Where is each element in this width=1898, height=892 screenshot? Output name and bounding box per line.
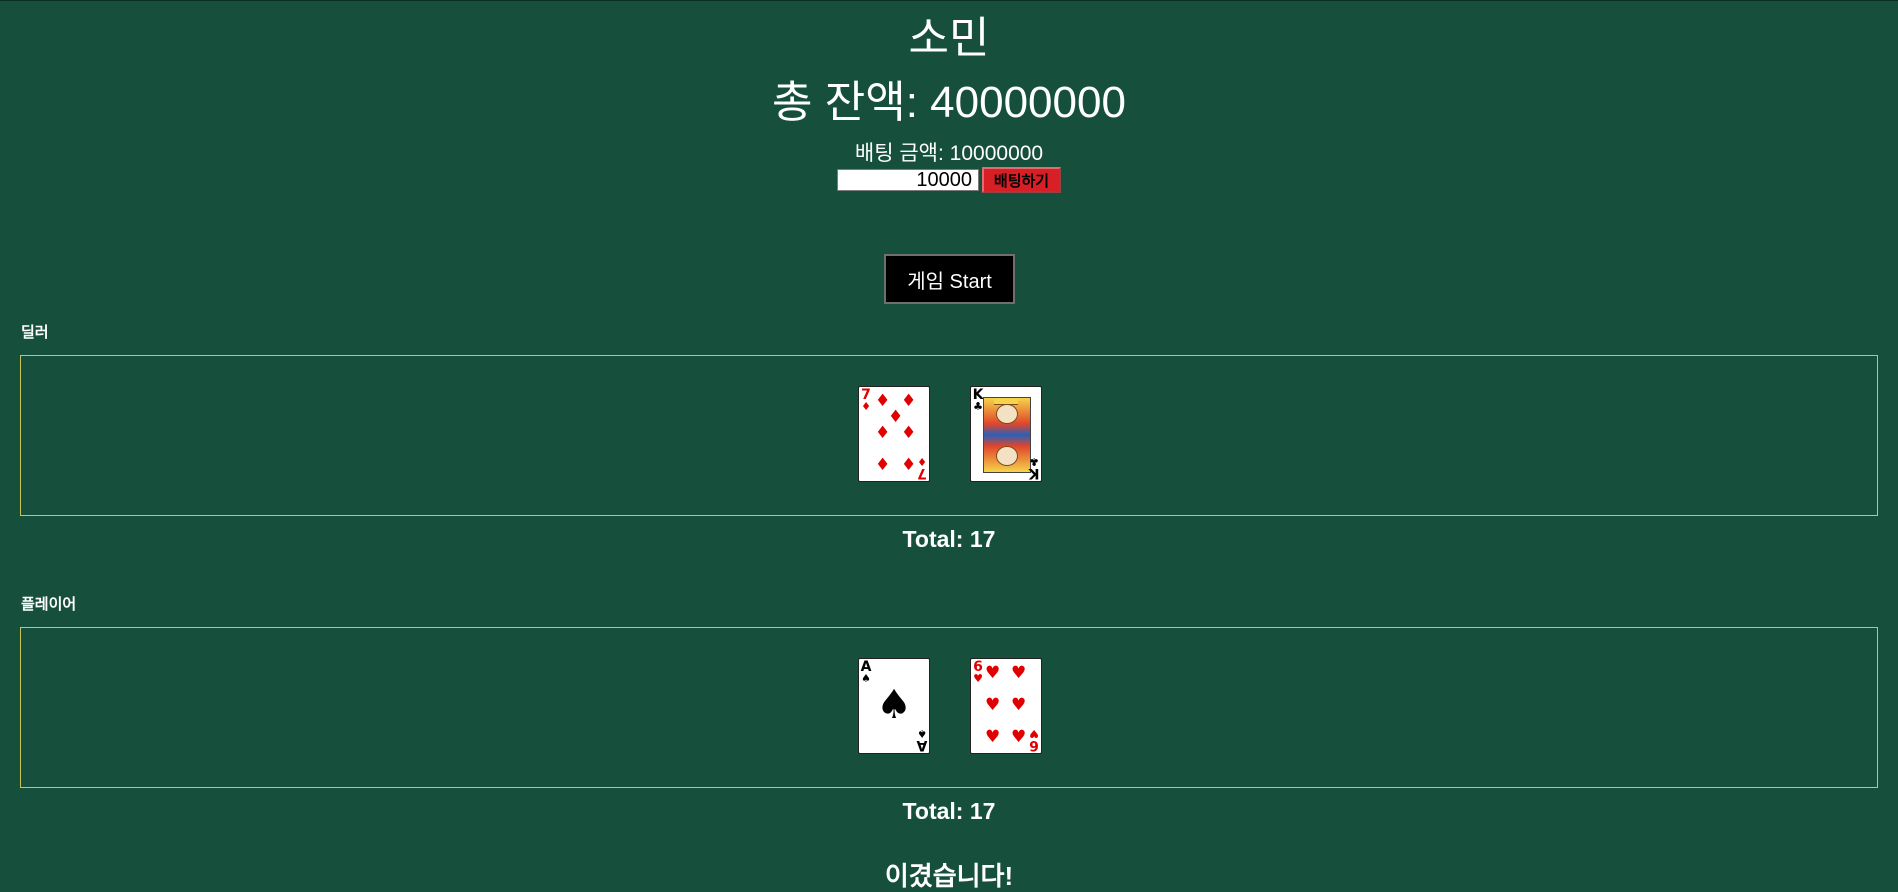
- dealer-card-7-diamonds: 7 ♦ ♦ ♦ ♦ ♦ ♦ ♦ ♦ 7 ♦: [858, 386, 930, 482]
- bet-form: 배팅하기: [0, 167, 1898, 193]
- total-balance: 총 잔액: 40000000: [0, 77, 1898, 129]
- diamond-icon: ♦: [875, 391, 891, 411]
- heart-icon: ♥: [1011, 663, 1027, 683]
- card-corner: A ♠: [860, 659, 872, 685]
- bet-amount-value: 10000000: [949, 142, 1044, 165]
- heart-icon: ♥: [985, 727, 1001, 747]
- dealer-total-label: Total:: [902, 526, 970, 552]
- player-label: 플레이어: [21, 596, 77, 613]
- spade-icon: ♠: [876, 682, 912, 728]
- heart-icon: ♥: [985, 695, 1001, 715]
- card-corner: 6 ♥: [973, 659, 983, 685]
- card-corner: A ♠: [916, 727, 928, 753]
- bet-amount: 배팅 금액: 10000000: [0, 142, 1898, 166]
- player-card-6-hearts: 6 ♥ ♥ ♥ ♥ ♥ ♥ ♥ 6 ♥: [970, 658, 1042, 754]
- player-hand: A ♠ ♠ A ♠ 6 ♥ ♥ ♥ ♥ ♥ ♥ ♥ 6 ♥: [20, 627, 1878, 788]
- dealer-card-king-clubs: K ♣ K ♣: [970, 386, 1042, 482]
- result-message: 이겼습니다!: [884, 861, 1014, 891]
- diamond-icon: ♦: [875, 455, 891, 475]
- balance-label: 총 잔액:: [772, 78, 931, 127]
- card-corner: K ♣: [972, 387, 984, 413]
- balance-value: 40000000: [930, 78, 1126, 127]
- diamond-icon: ♦: [901, 455, 917, 475]
- heart-icon: ♥: [985, 663, 1001, 683]
- diamond-icon: ♦: [888, 407, 904, 427]
- player-total: Total: 17: [0, 797, 1898, 825]
- card-corner: 6 ♥: [1029, 727, 1039, 753]
- bet-button[interactable]: 배팅하기: [982, 167, 1061, 193]
- diamond-icon: ♦: [875, 423, 891, 443]
- player-name: 소민: [908, 14, 990, 63]
- player-card-ace-spades: A ♠ ♠ A ♠: [858, 658, 930, 754]
- dealer-total-value: 17: [969, 526, 996, 552]
- card-corner: 7 ♦: [861, 387, 871, 413]
- diamond-icon: ♦: [901, 391, 917, 411]
- player-total-value: 17: [969, 798, 996, 824]
- card-corner: 7 ♦: [917, 455, 927, 481]
- bet-amount-label: 배팅 금액:: [854, 142, 950, 165]
- king-face-icon: [983, 397, 1031, 473]
- dealer-label: 딜러: [21, 324, 49, 341]
- card-corner: K ♣: [1028, 455, 1040, 481]
- dealer-total: Total: 17: [0, 525, 1898, 553]
- heart-icon: ♥: [1011, 727, 1027, 747]
- game-start-button[interactable]: 게임 Start: [884, 254, 1015, 304]
- diamond-icon: ♦: [901, 423, 917, 443]
- player-total-label: Total:: [902, 798, 970, 824]
- heart-icon: ♥: [1011, 695, 1027, 715]
- dealer-hand: 7 ♦ ♦ ♦ ♦ ♦ ♦ ♦ ♦ 7 ♦ K ♣ K ♣: [20, 355, 1878, 516]
- bet-input[interactable]: [837, 169, 979, 191]
